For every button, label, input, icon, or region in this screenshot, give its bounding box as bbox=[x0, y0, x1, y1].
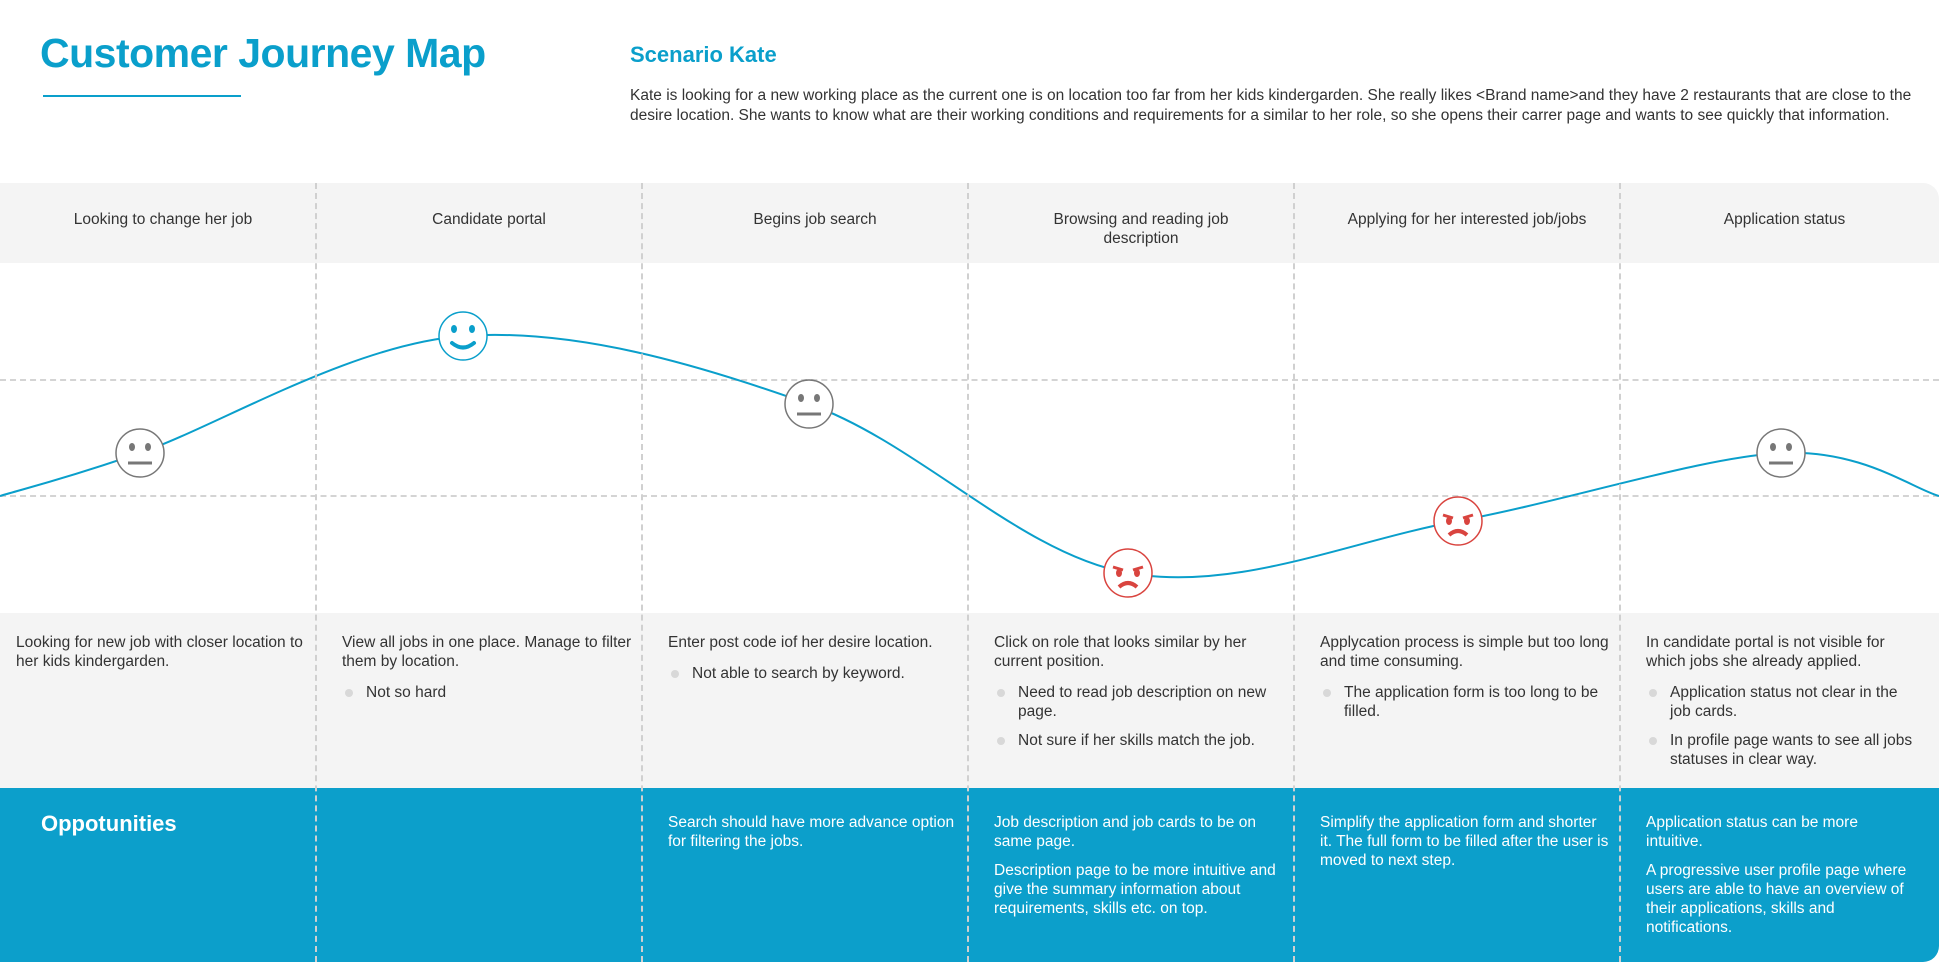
opportunity-cell: Job description and job cards to be on s… bbox=[978, 788, 1304, 962]
angry-face-icon bbox=[1433, 496, 1483, 546]
opportunities-row: Oppotunities Search should have more adva… bbox=[0, 788, 1939, 962]
neutral-face-icon bbox=[1756, 428, 1806, 478]
pain-bullet: In profile page wants to see all jobs st… bbox=[1646, 731, 1919, 769]
opportunity-cell: Application status can be more intuitive… bbox=[1630, 788, 1939, 962]
scenario-description: Kate is looking for a new working place … bbox=[630, 87, 1912, 124]
stage-header: Candidate portal bbox=[326, 183, 652, 263]
pain-point-cell: Looking for new job with closer location… bbox=[0, 613, 326, 788]
pain-point-cell: Applycation process is simple but too lo… bbox=[1304, 613, 1630, 788]
opportunity-cell: Simplify the application form and shorte… bbox=[1304, 788, 1630, 962]
stage-title: Applying for her interested job/jobs bbox=[1347, 211, 1587, 228]
stage-divider bbox=[967, 183, 969, 962]
opportunity-text: Search should have more advance option f… bbox=[668, 814, 955, 850]
stage-header: Application status bbox=[1630, 183, 1939, 263]
pain-bullet: Not able to search by keyword. bbox=[668, 664, 958, 683]
pain-point-text: In candidate portal is not visible for w… bbox=[1646, 634, 1885, 670]
pain-bullet: Not sure if her skills match the job. bbox=[994, 731, 1284, 750]
pain-bullet: The application form is too long to be f… bbox=[1320, 683, 1610, 721]
pain-points-row: Looking for new job with closer location… bbox=[0, 613, 1939, 788]
pain-point-text: Looking for new job with closer location… bbox=[16, 634, 303, 670]
pain-bullets: Not so hard bbox=[342, 683, 632, 702]
pain-point-cell: View all jobs in one place. Manage to fi… bbox=[326, 613, 652, 788]
pain-bullet: Need to read job description on new page… bbox=[994, 683, 1284, 721]
opportunities-label: Oppotunities bbox=[41, 811, 177, 836]
pain-bullets: Application status not clear in the job … bbox=[1646, 683, 1919, 769]
pain-point-text: Enter post code iof her desire location. bbox=[668, 634, 933, 651]
opportunity-text: Description page to be more intuitive an… bbox=[994, 862, 1276, 917]
opportunity-text: Application status can be more intuitive… bbox=[1646, 814, 1858, 850]
neutral-face-icon bbox=[784, 379, 834, 429]
pain-point-text: Applycation process is simple but too lo… bbox=[1320, 634, 1609, 670]
pain-point-cell: In candidate portal is not visible for w… bbox=[1630, 613, 1939, 788]
opportunity-cell bbox=[326, 788, 652, 962]
opportunity-text: Job description and job cards to be on s… bbox=[994, 814, 1256, 850]
pain-point-cell: Click on role that looks similar by her … bbox=[978, 613, 1304, 788]
pain-bullets: Need to read job description on new page… bbox=[994, 683, 1284, 750]
pain-bullets: Not able to search by keyword. bbox=[668, 664, 958, 683]
stage-title: Candidate portal bbox=[432, 211, 546, 228]
stage-divider bbox=[1293, 183, 1295, 962]
pain-point-text: Click on role that looks similar by her … bbox=[994, 634, 1247, 670]
stage-title: Begins job search bbox=[753, 211, 877, 228]
page-title: Customer Journey Map bbox=[40, 30, 486, 76]
pain-bullet: Application status not clear in the job … bbox=[1646, 683, 1919, 721]
title-underline bbox=[43, 95, 241, 97]
stage-header: Applying for her interested job/jobs bbox=[1304, 183, 1630, 263]
stage-title: Browsing and reading job description bbox=[1053, 211, 1229, 247]
opportunity-text: A progressive user profile page where us… bbox=[1646, 862, 1907, 936]
angry-face-icon bbox=[1103, 548, 1153, 598]
journey-board: Looking to change her job Candidate porta… bbox=[0, 183, 1939, 962]
stage-divider bbox=[315, 183, 317, 962]
stage-title: Application status bbox=[1723, 211, 1846, 228]
opportunity-cell: Search should have more advance option f… bbox=[652, 788, 978, 962]
emotion-curve-chart bbox=[0, 311, 1939, 598]
mood-gridline bbox=[0, 379, 1939, 381]
stage-header: Browsing and reading job description bbox=[978, 183, 1304, 263]
emotion-curve-line bbox=[0, 333, 1939, 579]
stage-divider bbox=[641, 183, 643, 962]
stage-title: Looking to change her job bbox=[73, 211, 253, 228]
scenario-title: Scenario Kate bbox=[630, 42, 777, 67]
stage-header: Looking to change her job bbox=[0, 183, 326, 263]
pain-point-text: View all jobs in one place. Manage to fi… bbox=[342, 634, 632, 670]
stage-header-row: Looking to change her job Candidate porta… bbox=[0, 183, 1939, 263]
opportunity-cell: Oppotunities bbox=[0, 788, 326, 962]
pain-bullet: Not so hard bbox=[342, 683, 632, 702]
opportunity-text: Simplify the application form and shorte… bbox=[1320, 814, 1609, 869]
pain-bullets: The application form is too long to be f… bbox=[1320, 683, 1610, 721]
stage-header: Begins job search bbox=[652, 183, 978, 263]
stage-divider bbox=[1619, 183, 1621, 962]
happy-face-icon bbox=[438, 311, 488, 361]
neutral-face-icon bbox=[115, 428, 165, 478]
pain-point-cell: Enter post code iof her desire location.… bbox=[652, 613, 978, 788]
